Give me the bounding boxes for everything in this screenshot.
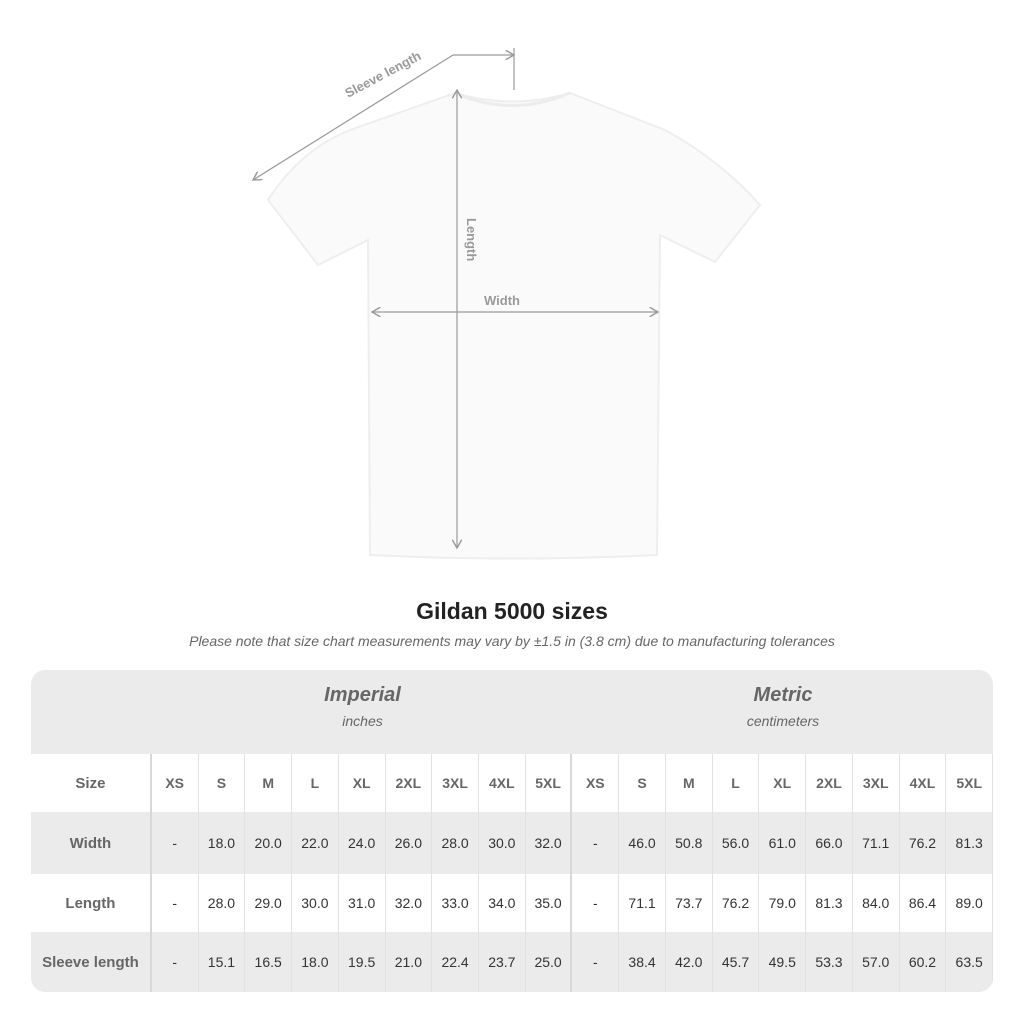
imperial-value-cell: 29.0 [245,874,293,932]
imperial-value-cell: 18.0 [199,812,246,874]
imperial-title: Imperial [324,684,401,706]
imperial-size-header: 5XL [526,754,573,812]
size-table: Imperial inches Metric centimeters Size X… [31,670,993,992]
metric-value-cell: - [572,932,620,992]
metric-value-cell: 86.4 [900,874,947,932]
metric-size-header: 3XL [853,754,900,812]
metric-value-cell: 60.2 [900,932,947,992]
imperial-value-cell: - [152,874,199,932]
metric-size-header: 5XL [946,754,993,812]
metric-title: Metric [753,684,813,706]
imperial-value-cell: 18.0 [292,932,339,992]
metric-value-cell: 81.3 [946,812,993,874]
imperial-value-cell: 32.0 [386,874,433,932]
imperial-value-cell: 25.0 [526,932,573,992]
imperial-value-cell: 28.0 [432,812,479,874]
imperial-value-cell: 22.4 [432,932,479,992]
row-label: Sleeve length [31,932,152,992]
metric-header: Metric centimeters [573,684,993,729]
imperial-value-cell: - [152,812,199,874]
imperial-header: Imperial inches [152,684,573,729]
metric-value-cell: 57.0 [853,932,900,992]
imperial-value-cell: 33.0 [432,874,479,932]
metric-value-cell: - [572,874,620,932]
metric-value-cell: 42.0 [666,932,713,992]
chart-title: Gildan 5000 sizes [416,598,608,624]
imperial-value-cell: 35.0 [526,874,573,932]
metric-size-header: 4XL [900,754,947,812]
imperial-size-header: L [292,754,339,812]
tolerance-note: Please note that size chart measurements… [189,633,835,649]
metric-value-cell: 49.5 [759,932,807,992]
imperial-size-header: XS [152,754,199,812]
imperial-value-cell: 31.0 [339,874,386,932]
imperial-size-header: 2XL [386,754,433,812]
sleeve-length-label: Sleeve length [342,48,423,101]
imperial-value-cell: 34.0 [479,874,526,932]
sleeve-measure-line [253,54,454,180]
metric-value-cell: 76.2 [713,874,760,932]
imperial-size-header: 4XL [479,754,526,812]
tshirt-diagram: Sleeve length Length Width [0,48,762,560]
metric-size-header: L [713,754,760,812]
metric-value-cell: 73.7 [666,874,713,932]
width-label: Width [484,293,520,308]
metric-value-cell: 63.5 [946,932,993,992]
table-row: Width -18.0 20.0 22.0 24.0 26.0 28.0 30.0 32.0-4… [31,812,993,874]
metric-value-cell: 66.0 [806,812,853,874]
imperial-value-cell: 30.0 [479,812,526,874]
metric-size-header: M [666,754,713,812]
metric-unit: centimeters [746,713,820,729]
metric-value-cell: 46.0 [619,812,666,874]
metric-value-cell: 71.1 [619,874,666,932]
table-row: Length -28.0 29.0 30.0 31.0 32.0 33.0 34.0 35.0-… [31,874,993,932]
imperial-value-cell: 30.0 [292,874,339,932]
metric-size-header: 2XL [806,754,853,812]
imperial-value-cell: 24.0 [339,812,386,874]
table-row: Sleeve length -15.1 16.5 18.0 19.5 21.0 22.4 23… [31,932,993,992]
imperial-size-header: S [199,754,246,812]
imperial-value-cell: 22.0 [292,812,339,874]
imperial-size-header: XL [339,754,386,812]
metric-value-cell: 71.1 [853,812,900,874]
length-label: Length [464,218,479,261]
metric-value-cell: 79.0 [759,874,807,932]
imperial-value-cell: 16.5 [245,932,293,992]
metric-value-cell: 56.0 [713,812,760,874]
imperial-value-cell: 19.5 [339,932,386,992]
imperial-size-header: M [245,754,293,812]
metric-value-cell: 89.0 [946,874,993,932]
metric-size-header: S [619,754,666,812]
metric-value-cell: 45.7 [713,932,760,992]
metric-size-header: XS [572,754,620,812]
row-label: Length [31,874,152,932]
imperial-size-header: 3XL [432,754,479,812]
table-header-row: Size XS S M L XL 2XL 3XL 4XL 5XL XS S M L XL 2XL 3XL 4XL 5… [31,754,993,812]
size-header-cell: Size [31,754,152,812]
metric-size-header: XL [759,754,807,812]
imperial-value-cell: 20.0 [245,812,293,874]
imperial-value-cell: 32.0 [526,812,573,874]
metric-value-cell: 76.2 [900,812,947,874]
imperial-value-cell: 28.0 [199,874,246,932]
metric-value-cell: 50.8 [666,812,713,874]
metric-value-cell: 81.3 [806,874,853,932]
imperial-value-cell: 26.0 [386,812,433,874]
imperial-value-cell: - [152,932,199,992]
imperial-value-cell: 15.1 [199,932,246,992]
imperial-unit: inches [342,713,383,729]
metric-value-cell: 38.4 [619,932,666,992]
metric-value-cell: 61.0 [759,812,807,874]
row-label: Width [31,812,152,874]
metric-value-cell: - [572,812,620,874]
metric-value-cell: 53.3 [806,932,853,992]
imperial-value-cell: 21.0 [386,932,433,992]
metric-value-cell: 84.0 [853,874,900,932]
imperial-value-cell: 23.7 [479,932,526,992]
tshirt-image [266,91,762,560]
